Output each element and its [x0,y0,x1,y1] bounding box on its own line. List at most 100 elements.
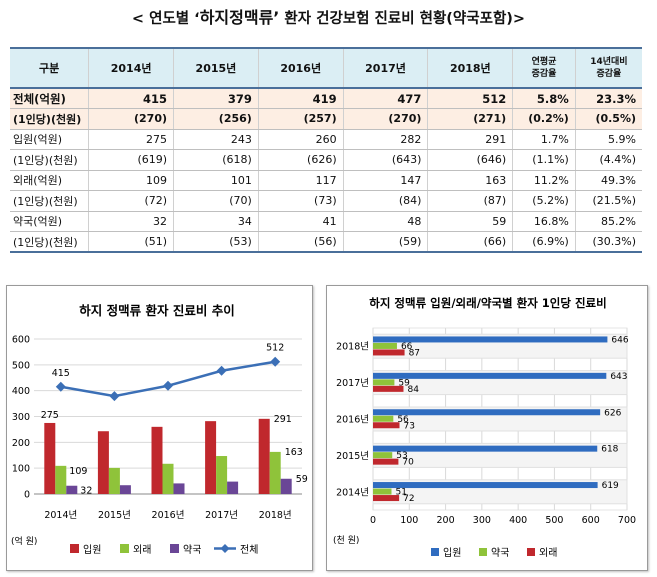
table-cell: 512 [427,88,513,109]
y-tick-label: 2018년 [336,342,369,353]
table-cell: 34 [173,211,259,232]
table-cell: (256) [173,108,259,130]
table-cell: 379 [173,88,259,109]
y-axis-unit-label: (억 원) [11,535,37,547]
table-cell: (66) [427,231,513,253]
table-cell: 5.8% [512,88,576,109]
table-header-row: 구분 2014년 2015년 2016년 2017년 2018년 연평균 증감율 … [10,47,642,89]
legend-label-전체: 전체 [240,544,258,556]
table-cell: (643) [342,149,428,171]
table-cell: (270) [88,108,174,130]
table-cell: (6.9%) [512,231,576,253]
data-label-전체: 415 [52,368,70,379]
table-cell: (5.2%) [512,190,576,212]
y-tick-label: 600 [12,335,30,346]
table-cell: (626) [257,149,344,171]
y-tick-label: 200 [12,438,30,449]
header-2016: 2016년 [257,47,344,89]
data-label-외래: 70 [402,458,414,468]
table-cell: (72) [88,190,174,212]
table-cell: (70) [173,190,259,212]
chart-title: 하지 정맥류 환자 진료비 추이 [79,303,234,318]
data-label-외래: 84 [407,385,419,395]
data-label-약국: 51 [396,488,407,498]
data-label-입원: 291 [274,414,292,425]
table-row: (1인당)(천원) (619) (618) (626) (643) (646) (1.1%)… [10,149,642,171]
bar-약국-2015년 [373,452,393,459]
x-tick-label: 0 [370,515,376,526]
header-2015: 2015년 [173,47,259,89]
table-cell: 291 [427,129,513,150]
table-cell: 415 [88,88,174,109]
page-title: < 연도별 ‘하지정맥류’ 환자 건강보험 진료비 현황(약국포함)> [0,4,657,28]
bar-입원-2014년 [373,482,598,489]
data-label-외래: 163 [285,447,303,458]
table-row: 외래(억원) 109 101 117 147 163 11.2% 49.3% [10,170,642,191]
table-cell: (53) [173,231,259,253]
table-row: (1인당)(천원) (72) (70) (73) (84) (87) (5.2%) (21.5… [10,190,642,212]
row-label: 전체(억원) [10,88,89,109]
data-label-약국: 56 [397,415,409,425]
legend-label-약국: 약국 [183,544,201,556]
table-cell: (21.5%) [574,190,642,212]
row-label: 외래(억원) [10,170,89,191]
table-cell: (30.3%) [574,231,642,253]
point-total-2016년 [163,380,173,391]
y-tick-label: 2014년 [336,487,369,498]
x-tick-label: 2014년 [44,510,77,521]
bar-약국-2017년 [373,379,395,386]
legend-swatch-입원 [70,544,79,553]
y-tick-label: 2015년 [336,451,369,462]
header-annual-rate-line1: 연평균 [531,57,557,67]
data-label-외래: 73 [403,421,414,431]
row-label: 약국(억원) [10,211,89,232]
table-cell: (0.5%) [574,108,642,130]
cost-trend-chart: 하지 정맥류 환자 진료비 추이 0 100 200 300 400 500 600 2014년… [6,285,313,571]
table-cell: (4.4%) [574,149,642,171]
table-cell: 282 [342,129,428,150]
row-label: 입원(억원) [10,129,89,150]
data-label-입원: 618 [601,445,618,455]
table-cell: (271) [427,108,513,130]
table-cell: 11.2% [512,170,576,191]
bar-약국-2016년 [373,415,394,422]
legend-label-입원: 입원 [443,546,461,559]
x-tick-label: 2018년 [259,510,292,521]
point-total-2014년 [55,381,66,392]
table-cell: (73) [257,190,344,212]
header-annual-rate-line2: 증감율 [531,69,557,79]
row-label: (1인당)(천원) [10,231,89,253]
bar-약국-2016년 [173,483,185,494]
table-row: 입원(억원) 275 243 260 282 291 1.7% 5.9% [10,129,642,150]
bar-약국-2015년 [119,485,131,494]
cost-trend-chart-svg: 하지 정맥류 환자 진료비 추이 0 100 200 300 400 500 600 2014년… [11,303,308,556]
row-label: (1인당)(천원) [10,149,89,171]
bar-입원-2015년 [373,445,598,452]
data-label-약국: 59 [398,378,410,388]
bar-약국-2017년 [227,481,239,494]
bar-약국-2014년 [66,485,78,494]
legend-label-외래: 외래 [133,544,151,556]
table-cell: (619) [88,149,174,171]
x-axis-unit-label: (천 원) [333,535,359,546]
row-label: (1인당)(천원) [10,108,89,130]
x-tick-label: 2015년 [98,510,131,521]
header-vs2014-line1: 14년대비 [590,57,628,67]
bar-외래-2018년 [373,349,405,356]
table-cell: (87) [427,190,513,212]
bar-외래-2017년 [373,385,404,392]
bar-외래-2017년 [216,456,228,494]
legend-swatch-약국 [479,548,487,556]
header-2017: 2017년 [342,47,428,89]
data-label-약국: 59 [296,474,308,485]
table-row: 약국(억원) 32 34 41 48 59 16.8% 85.2% [10,211,642,232]
table-row: (1인당)(천원) (51) (53) (56) (59) (66) (6.9%) (30.3… [10,231,642,253]
x-tick-label: 2016년 [152,510,185,521]
table-cell: 101 [173,170,259,191]
header-vs2014-line2: 증감율 [596,69,622,79]
table-cell: 419 [257,88,344,109]
table-cell: 275 [88,129,174,150]
x-tick-label: 400 [509,515,527,526]
table-cell: (84) [342,190,428,212]
